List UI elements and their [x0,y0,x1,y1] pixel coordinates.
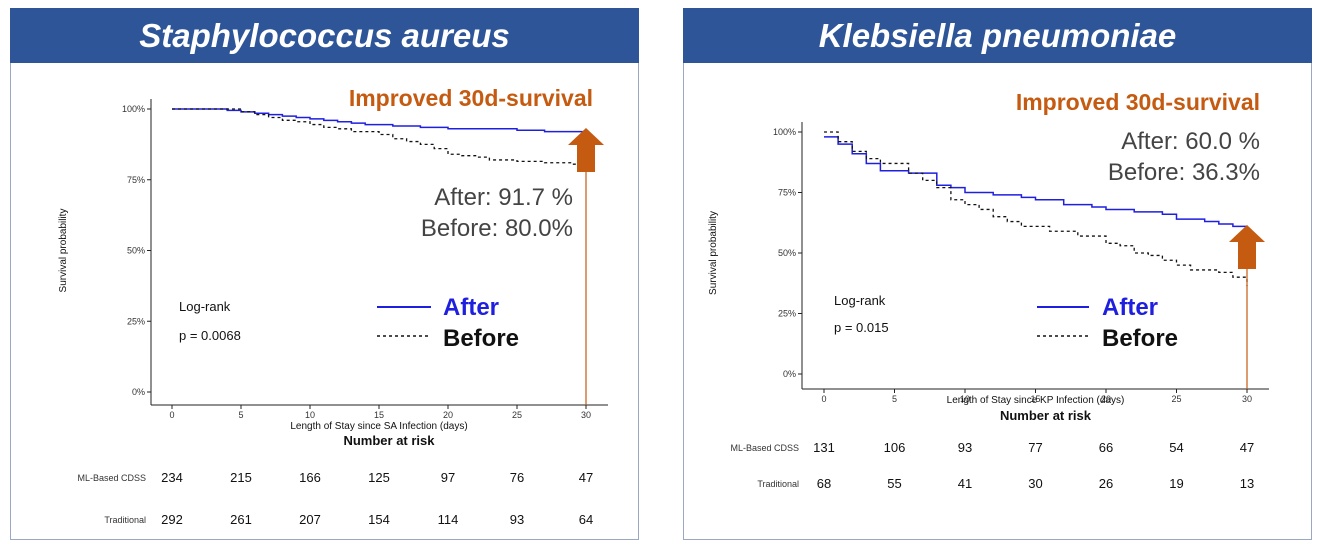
risk-cell: 207 [299,512,321,527]
panel-title: Klebsiella pneumoniae [683,8,1312,63]
risk-row-label: Traditional [757,479,799,489]
x-tick-label: 25 [512,410,522,420]
risk-table-title: Number at risk [343,433,435,448]
series-before-line [824,131,1248,287]
x-tick-label: 5 [238,410,243,420]
stat-after: After: 91.7 % [434,184,573,211]
x-tick-label: 20 [1101,394,1111,404]
arrow-head [1229,225,1265,242]
risk-cell: 19 [1169,476,1183,491]
x-tick-label: 15 [1030,394,1040,404]
legend-after-label: After [443,294,499,321]
y-tick-label: 25% [127,316,145,326]
x-tick-label: 5 [892,394,897,404]
risk-cell: 234 [161,470,183,485]
risk-cell: 106 [884,440,906,455]
risk-cell: 97 [441,470,455,485]
arrow-body [577,144,595,172]
risk-cell: 114 [438,512,459,527]
test-name: Log-rank [179,299,231,314]
risk-row-label: ML-Based CDSS [77,473,146,483]
p-value: p = 0.015 [834,320,889,335]
risk-cell: 292 [161,512,183,527]
risk-cell: 54 [1169,440,1183,455]
x-tick-label: 10 [960,394,970,404]
legend-before-label: Before [1102,325,1178,352]
risk-cell: 64 [579,512,593,527]
x-tick-label: 20 [443,410,453,420]
risk-cell: 68 [817,476,831,491]
risk-cell: 76 [510,470,524,485]
risk-cell: 166 [299,470,321,485]
stat-before: Before: 36.3% [1108,159,1260,186]
legend-before-label: Before [443,325,519,352]
y-tick-label: 0% [132,387,145,397]
risk-row-label: ML-Based CDSS [730,443,799,453]
headline-text: Improved 30d-survival [349,85,593,111]
arrow-body [1238,241,1256,269]
series-after-line [824,136,1248,229]
risk-cell: 47 [579,470,593,485]
x-tick-label: 30 [1242,394,1252,404]
y-tick-label: 50% [778,248,796,258]
risk-cell: 261 [230,512,252,527]
risk-cell: 154 [368,512,390,527]
y-tick-label: 100% [122,104,145,114]
x-axis-title: Length of Stay since SA Infection (days) [290,421,467,432]
arrow-head [568,128,604,145]
y-tick-label: 75% [127,175,145,185]
risk-cell: 47 [1240,440,1254,455]
y-tick-label: 75% [778,188,796,198]
y-tick-label: 100% [773,127,796,137]
risk-cell: 93 [958,440,972,455]
x-axis-title: Length of Stay since KP Infection (days) [947,395,1125,406]
series-before-line [172,108,587,166]
x-tick-label: 0 [821,394,826,404]
risk-cell: 215 [230,470,252,485]
risk-cell: 30 [1028,476,1042,491]
y-tick-label: 0% [783,369,796,379]
x-tick-label: 15 [374,410,384,420]
risk-cell: 26 [1099,476,1113,491]
km-chart-staph: 0% 25% 50% 75% 100% 0 5 10 15 20 25 30 Length of Sta… [58,85,608,527]
panel-kleb: Klebsiella pneumoniae 0% 25% 50% 75% 100% 0 5 1… [683,8,1312,540]
risk-table-title: Number at risk [1000,408,1092,423]
risk-cell: 93 [510,512,524,527]
headline-text: Improved 30d-survival [1016,89,1260,115]
risk-row-label: Traditional [104,515,146,525]
risk-cell: 13 [1240,476,1254,491]
x-tick-label: 0 [169,410,174,420]
y-axis-title: Survival probability [708,211,719,295]
legend-after-label: After [1102,294,1158,321]
x-tick-label: 30 [581,410,591,420]
x-tick-label: 10 [305,410,315,420]
p-value: p = 0.0068 [179,328,241,343]
x-tick-label: 25 [1171,394,1181,404]
stat-before: Before: 80.0% [421,215,573,242]
risk-cell: 41 [958,476,972,491]
risk-cell: 77 [1028,440,1042,455]
risk-cell: 55 [887,476,901,491]
stat-after: After: 60.0 % [1121,128,1260,155]
y-tick-label: 50% [127,246,145,256]
panel-title: Staphylococcus aureus [10,8,639,63]
risk-cell: 131 [813,440,835,455]
risk-cell: 125 [368,470,390,485]
y-tick-label: 25% [778,309,796,319]
test-name: Log-rank [834,293,886,308]
km-chart-kleb: 0% 25% 50% 75% 100% 0 5 10 15 20 25 30 Length of Sta… [708,89,1269,491]
series-after-line [172,108,587,133]
panel-staph: Staphylococcus aureus 0% 25% 50% 75% 100% 0 5 1… [10,8,639,540]
risk-cell: 66 [1099,440,1113,455]
y-axis-title: Survival probability [58,209,69,293]
